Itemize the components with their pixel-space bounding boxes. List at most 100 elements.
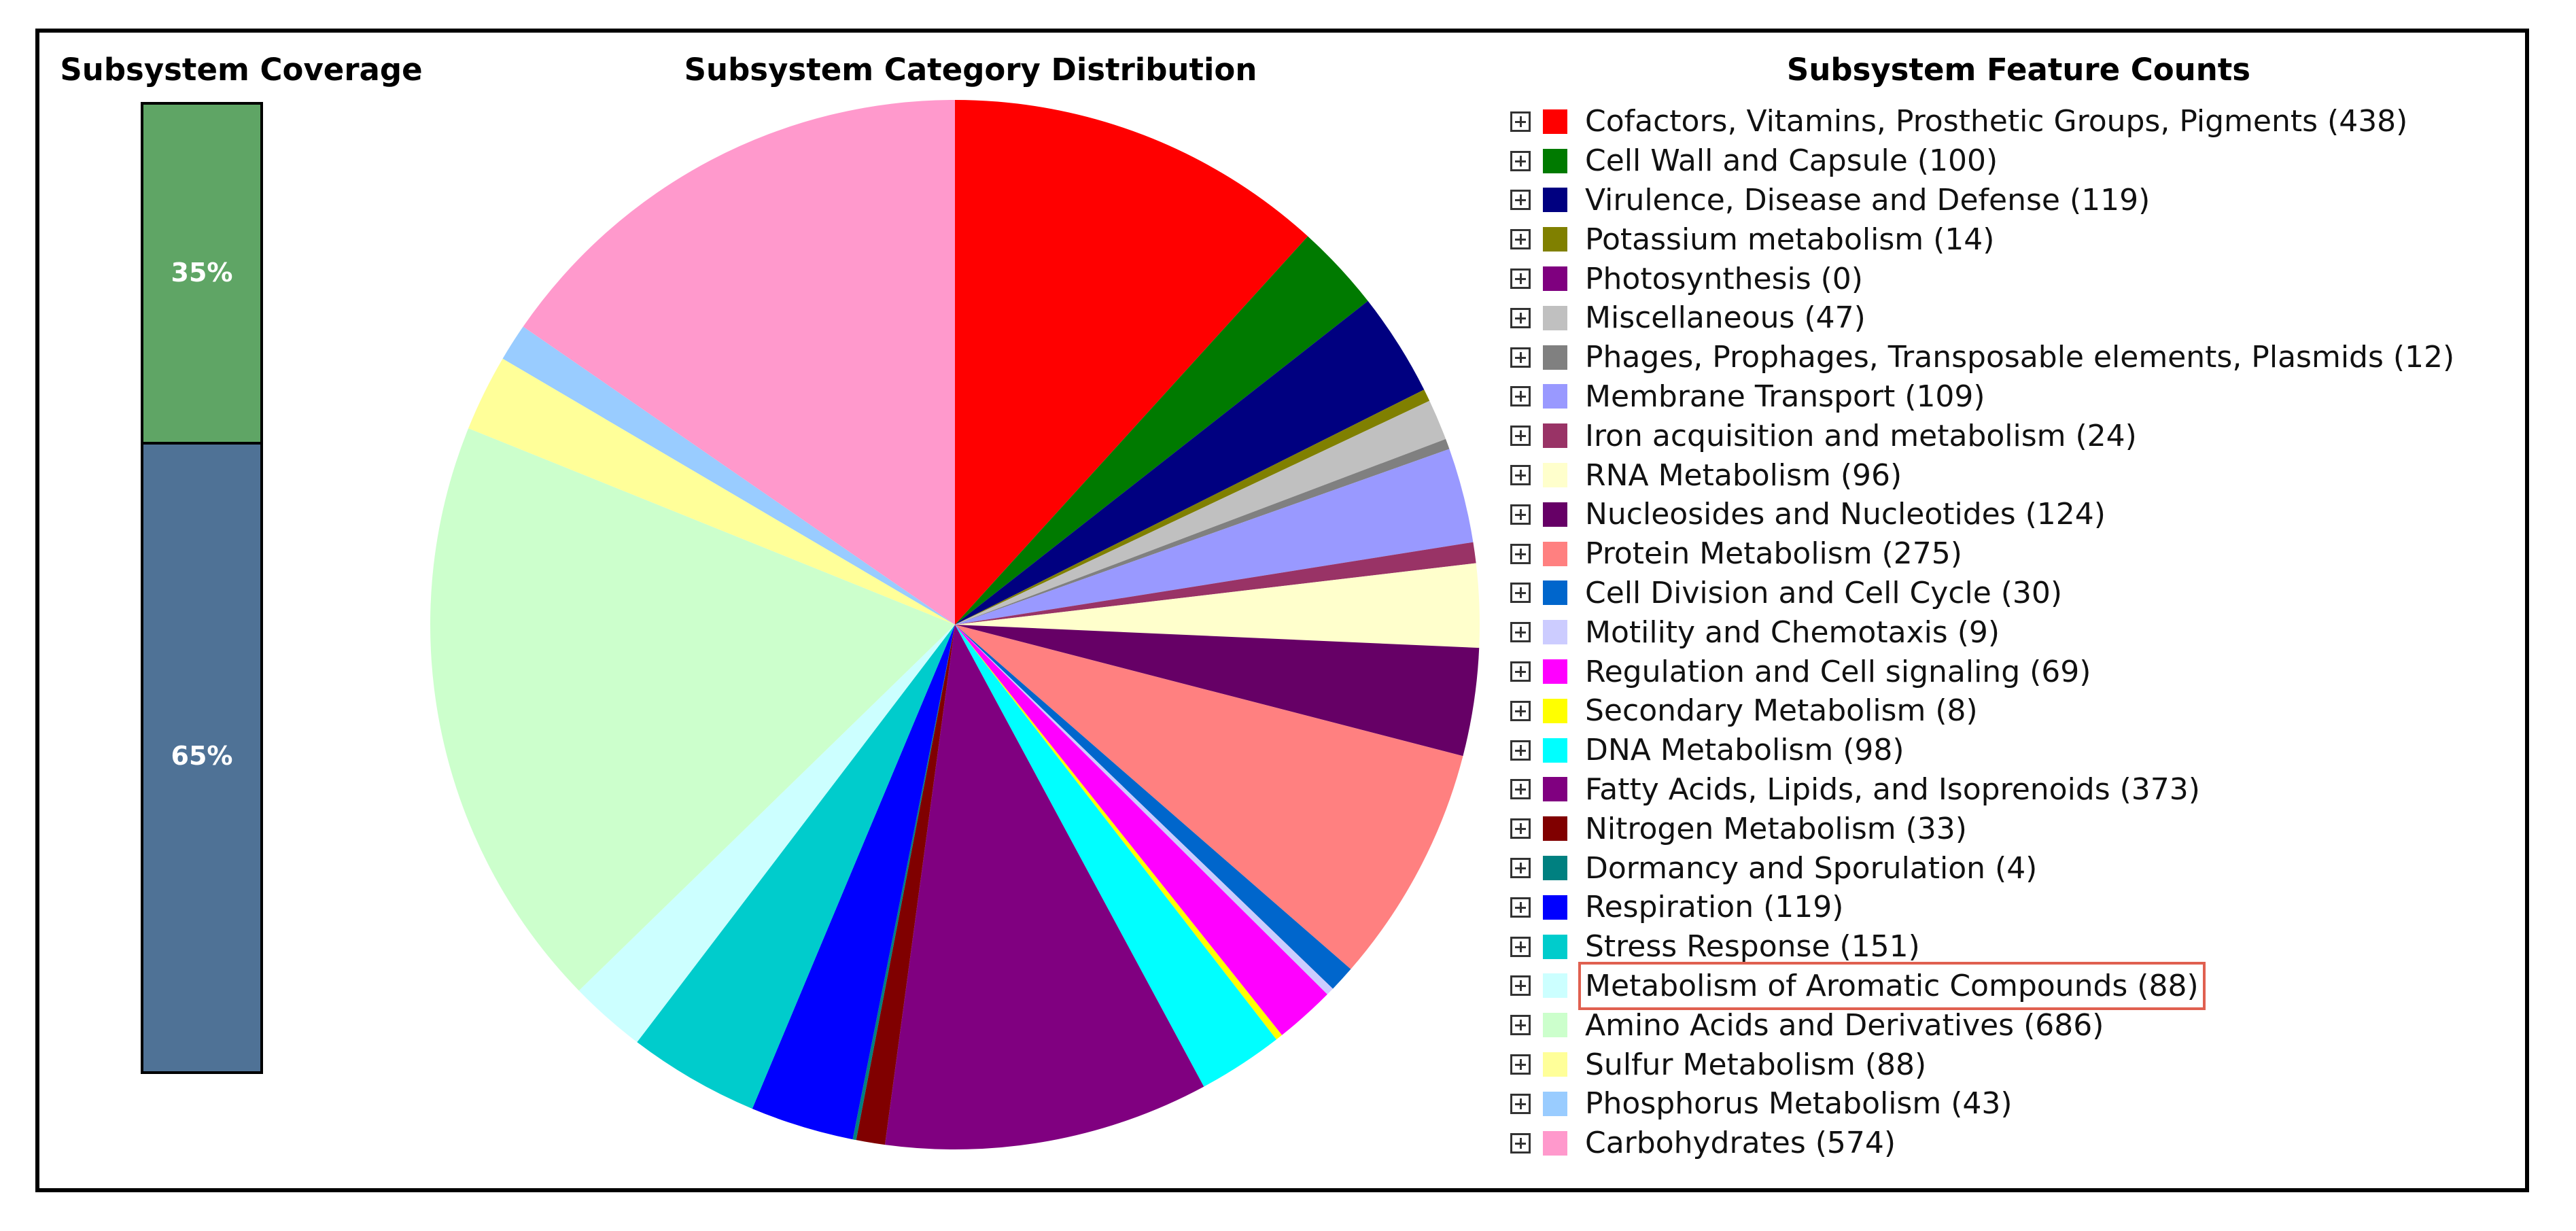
legend-item[interactable]: Carbohydrates (574) xyxy=(1510,1124,2543,1163)
expand-plus-icon[interactable] xyxy=(1510,150,1531,171)
expand-plus-icon[interactable] xyxy=(1510,1054,1531,1075)
legend-item[interactable]: Iron acquisition and metabolism (24) xyxy=(1510,416,2543,455)
legend-label[interactable]: Amino Acids and Derivatives (686) xyxy=(1585,1007,2104,1043)
legend-item[interactable]: Membrane Transport (109) xyxy=(1510,377,2543,417)
expand-plus-icon[interactable] xyxy=(1510,229,1531,250)
pie-slice[interactable] xyxy=(955,100,1308,625)
legend-item[interactable]: Nitrogen Metabolism (33) xyxy=(1510,809,2543,848)
legend-item[interactable]: Phages, Prophages, Transposable elements… xyxy=(1510,338,2543,377)
pie-slice[interactable] xyxy=(955,563,1480,648)
legend-label[interactable]: Sulfur Metabolism (88) xyxy=(1585,1047,1927,1082)
pie-slice[interactable] xyxy=(955,542,1476,625)
legend-label[interactable]: Virulence, Disease and Defense (119) xyxy=(1585,182,2151,218)
legend-item[interactable]: Amino Acids and Derivatives (686) xyxy=(1510,1005,2543,1045)
legend-label[interactable]: Phages, Prophages, Transposable elements… xyxy=(1585,340,2455,375)
expand-plus-icon[interactable] xyxy=(1510,386,1531,407)
expand-plus-icon[interactable] xyxy=(1510,622,1531,643)
legend-item[interactable]: Cofactors, Vitamins, Prosthetic Groups, … xyxy=(1510,102,2543,141)
pie-slice[interactable] xyxy=(955,625,1327,1035)
legend-label[interactable]: Nitrogen Metabolism (33) xyxy=(1585,811,1967,846)
legend-item[interactable]: Miscellaneous (47) xyxy=(1510,298,2543,338)
legend-label[interactable]: Regulation and Cell signaling (69) xyxy=(1585,654,2091,689)
legend-label[interactable]: Secondary Metabolism (8) xyxy=(1585,693,1978,729)
pie-slice[interactable] xyxy=(955,625,1334,994)
pie-slice[interactable] xyxy=(955,236,1368,625)
pie-slice[interactable] xyxy=(955,449,1474,625)
pie-slice[interactable] xyxy=(955,625,1276,1087)
legend-label[interactable]: Membrane Transport (109) xyxy=(1585,379,1985,414)
expand-plus-icon[interactable] xyxy=(1510,818,1531,839)
expand-plus-icon[interactable] xyxy=(1510,975,1531,996)
expand-plus-icon[interactable] xyxy=(1510,190,1531,211)
expand-plus-icon[interactable] xyxy=(1510,307,1531,328)
legend-label[interactable]: DNA Metabolism (98) xyxy=(1585,733,1904,768)
pie-slice[interactable] xyxy=(884,625,1204,1150)
legend-item[interactable]: Photosynthesis (0) xyxy=(1510,259,2543,298)
expand-plus-icon[interactable] xyxy=(1510,858,1531,879)
legend-label[interactable]: Cell Division and Cell Cycle (30) xyxy=(1585,575,2063,610)
expand-plus-icon[interactable] xyxy=(1510,543,1531,564)
legend-label[interactable]: Nucleosides and Nucleotides (124) xyxy=(1585,497,2106,532)
legend-item[interactable]: Regulation and Cell signaling (69) xyxy=(1510,652,2543,691)
pie-slice[interactable] xyxy=(955,625,1351,989)
legend-label[interactable]: Stress Response (151) xyxy=(1585,929,1920,965)
expand-plus-icon[interactable] xyxy=(1510,268,1531,290)
legend-item[interactable]: Virulence, Disease and Defense (119) xyxy=(1510,181,2543,220)
legend-label[interactable]: Fatty Acids, Lipids, and Isoprenoids (37… xyxy=(1585,771,2200,807)
pie-slice[interactable] xyxy=(523,100,955,625)
legend-label[interactable]: Carbohydrates (574) xyxy=(1585,1126,1896,1161)
expand-plus-icon[interactable] xyxy=(1510,661,1531,682)
legend-item[interactable]: Metabolism of Aromatic Compounds (88) xyxy=(1510,961,2543,1010)
expand-plus-icon[interactable] xyxy=(1510,111,1531,132)
legend-item[interactable]: Motility and Chemotaxis (9) xyxy=(1510,612,2543,652)
expand-plus-icon[interactable] xyxy=(1510,740,1531,761)
pie-slice[interactable] xyxy=(578,625,955,1043)
expand-plus-icon[interactable] xyxy=(1510,936,1531,957)
expand-plus-icon[interactable] xyxy=(1510,897,1531,918)
legend-item[interactable]: Cell Division and Cell Cycle (30) xyxy=(1510,574,2543,613)
legend-item[interactable]: Nucleosides and Nucleotides (124) xyxy=(1510,495,2543,534)
pie-slice[interactable] xyxy=(430,428,955,991)
expand-plus-icon[interactable] xyxy=(1510,465,1531,486)
expand-plus-icon[interactable] xyxy=(1510,1015,1531,1036)
pie-slice[interactable] xyxy=(852,625,955,1141)
legend-label[interactable]: Iron acquisition and metabolism (24) xyxy=(1585,418,2137,453)
expand-plus-icon[interactable] xyxy=(1510,583,1531,604)
legend-label[interactable]: Metabolism of Aromatic Compounds (88) xyxy=(1578,961,2206,1010)
pie-slice[interactable] xyxy=(502,326,955,625)
pie-slice[interactable] xyxy=(637,625,955,1109)
expand-plus-icon[interactable] xyxy=(1510,1132,1531,1154)
pie-slice[interactable] xyxy=(955,300,1425,625)
legend-label[interactable]: Respiration (119) xyxy=(1585,890,1844,925)
expand-plus-icon[interactable] xyxy=(1510,426,1531,447)
pie-slice[interactable] xyxy=(955,389,1430,625)
pie-slice[interactable] xyxy=(955,400,1446,625)
legend-label[interactable]: Motility and Chemotaxis (9) xyxy=(1585,614,2000,650)
legend-label[interactable]: Cell Wall and Capsule (100) xyxy=(1585,143,1998,179)
legend-item[interactable]: DNA Metabolism (98) xyxy=(1510,731,2543,770)
legend-label[interactable]: Dormancy and Sporulation (4) xyxy=(1585,850,2038,886)
legend-item[interactable]: RNA Metabolism (96) xyxy=(1510,455,2543,495)
expand-plus-icon[interactable] xyxy=(1510,347,1531,368)
legend-item[interactable]: Cell Wall and Capsule (100) xyxy=(1510,141,2543,181)
pie-slice[interactable] xyxy=(955,625,1283,1040)
legend-item[interactable]: Protein Metabolism (275) xyxy=(1510,534,2543,574)
legend-item[interactable]: Stress Response (151) xyxy=(1510,927,2543,967)
legend-item[interactable]: Sulfur Metabolism (88) xyxy=(1510,1045,2543,1084)
legend-label[interactable]: Photosynthesis (0) xyxy=(1585,261,1863,296)
legend-item[interactable]: Dormancy and Sporulation (4) xyxy=(1510,848,2543,888)
legend-label[interactable]: Phosphorus Metabolism (43) xyxy=(1585,1086,2013,1122)
expand-plus-icon[interactable] xyxy=(1510,1093,1531,1114)
expand-plus-icon[interactable] xyxy=(1510,779,1531,800)
legend-item[interactable]: Potassium metabolism (14) xyxy=(1510,220,2543,259)
legend-item[interactable]: Fatty Acids, Lipids, and Isoprenoids (37… xyxy=(1510,770,2543,810)
legend-label[interactable]: RNA Metabolism (96) xyxy=(1585,457,1902,493)
expand-plus-icon[interactable] xyxy=(1510,700,1531,721)
legend-label[interactable]: Miscellaneous (47) xyxy=(1585,300,1866,336)
pie-slice[interactable] xyxy=(955,625,1463,969)
pie-slice[interactable] xyxy=(752,625,955,1140)
legend-item[interactable]: Phosphorus Metabolism (43) xyxy=(1510,1084,2543,1124)
pie-slice[interactable] xyxy=(856,625,955,1145)
legend-label[interactable]: Potassium metabolism (14) xyxy=(1585,222,1995,257)
expand-plus-icon[interactable] xyxy=(1510,504,1531,525)
